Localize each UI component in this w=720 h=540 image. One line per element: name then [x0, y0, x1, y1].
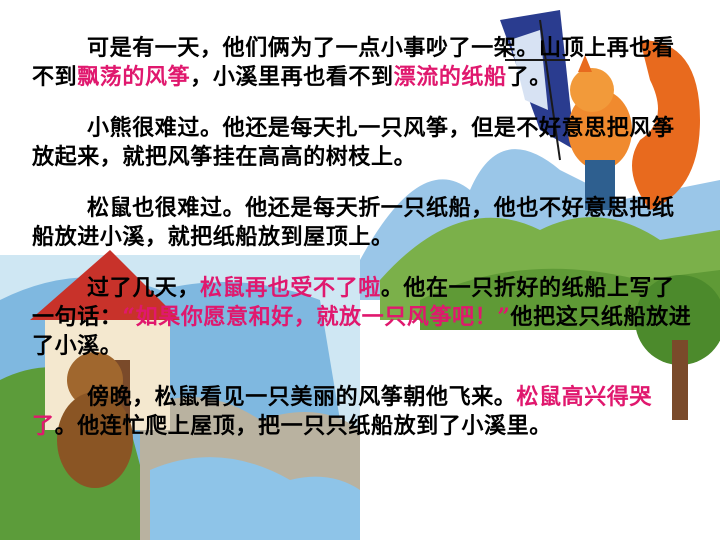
- text-span: 。他连忙爬上屋顶，把一只只纸船放到了小溪里。: [54, 413, 552, 439]
- paragraph-1: 可是有一天，他们俩为了一点小事吵了一架。山顶上再也看不到飘荡的风筝，小溪里再也看…: [32, 34, 692, 92]
- tree-icon: [635, 275, 720, 420]
- bear-figure: [57, 352, 133, 488]
- text-span: 。他在一只折好的纸船上写了一句话：: [32, 275, 675, 330]
- kite-icon: [500, 10, 575, 161]
- story-text: 可是有一天，他们俩为了一点小事吵了一架。山顶上再也看不到飘荡的风筝，小溪里再也看…: [32, 34, 692, 441]
- text-span: 松鼠也很难过。他还是每天折一只纸船，他也不好意思把纸船放进小溪，就把纸船放到屋顶…: [32, 195, 675, 250]
- paragraph-4: 过了几天，松鼠再也受不了啦。他在一只折好的纸船上写了一句话：“如果你愿意和好，就…: [32, 274, 692, 361]
- squirrel-figure: [568, 40, 700, 210]
- paragraph-2: 小熊很难过。他还是每天扎一只风筝，但是不好意思把风筝放起来，就把风筝挂在高高的树…: [32, 114, 692, 172]
- text-span: 小熊很难过。他还是每天扎一只风筝，但是不好意思把风筝放起来，就把风筝挂在高高的树…: [32, 115, 675, 170]
- text-span: 过了几天，: [87, 275, 201, 301]
- highlighted-text: “如果你愿意和好，就放一只风筝吧！”: [122, 304, 511, 330]
- highlighted-text: 漂流的纸船: [393, 64, 507, 90]
- highlighted-text: 松鼠再也受不了啦: [200, 275, 381, 301]
- paragraph-3: 松鼠也很难过。他还是每天折一只纸船，他也不好意思把纸船放进小溪，就把纸船放到屋顶…: [32, 194, 692, 252]
- text-span: 他把这只纸船放进了小溪。: [32, 304, 692, 359]
- text-span: ，小溪里再也看不到: [190, 64, 394, 90]
- highlighted-text: 飘荡的风筝: [77, 64, 191, 90]
- text-span: 可是有一天，他们俩为了一点小事吵了一架。山顶上再也看不到: [32, 35, 675, 90]
- highlighted-text: 松鼠高兴得哭了: [32, 384, 653, 439]
- text-span: 傍晚，松鼠看见一只美丽的风筝朝他飞来。: [87, 384, 517, 410]
- paragraph-5: 傍晚，松鼠看见一只美丽的风筝朝他飞来。松鼠高兴得哭了。他连忙爬上屋顶，把一只只纸…: [32, 383, 692, 441]
- text-span: 了。: [506, 64, 552, 90]
